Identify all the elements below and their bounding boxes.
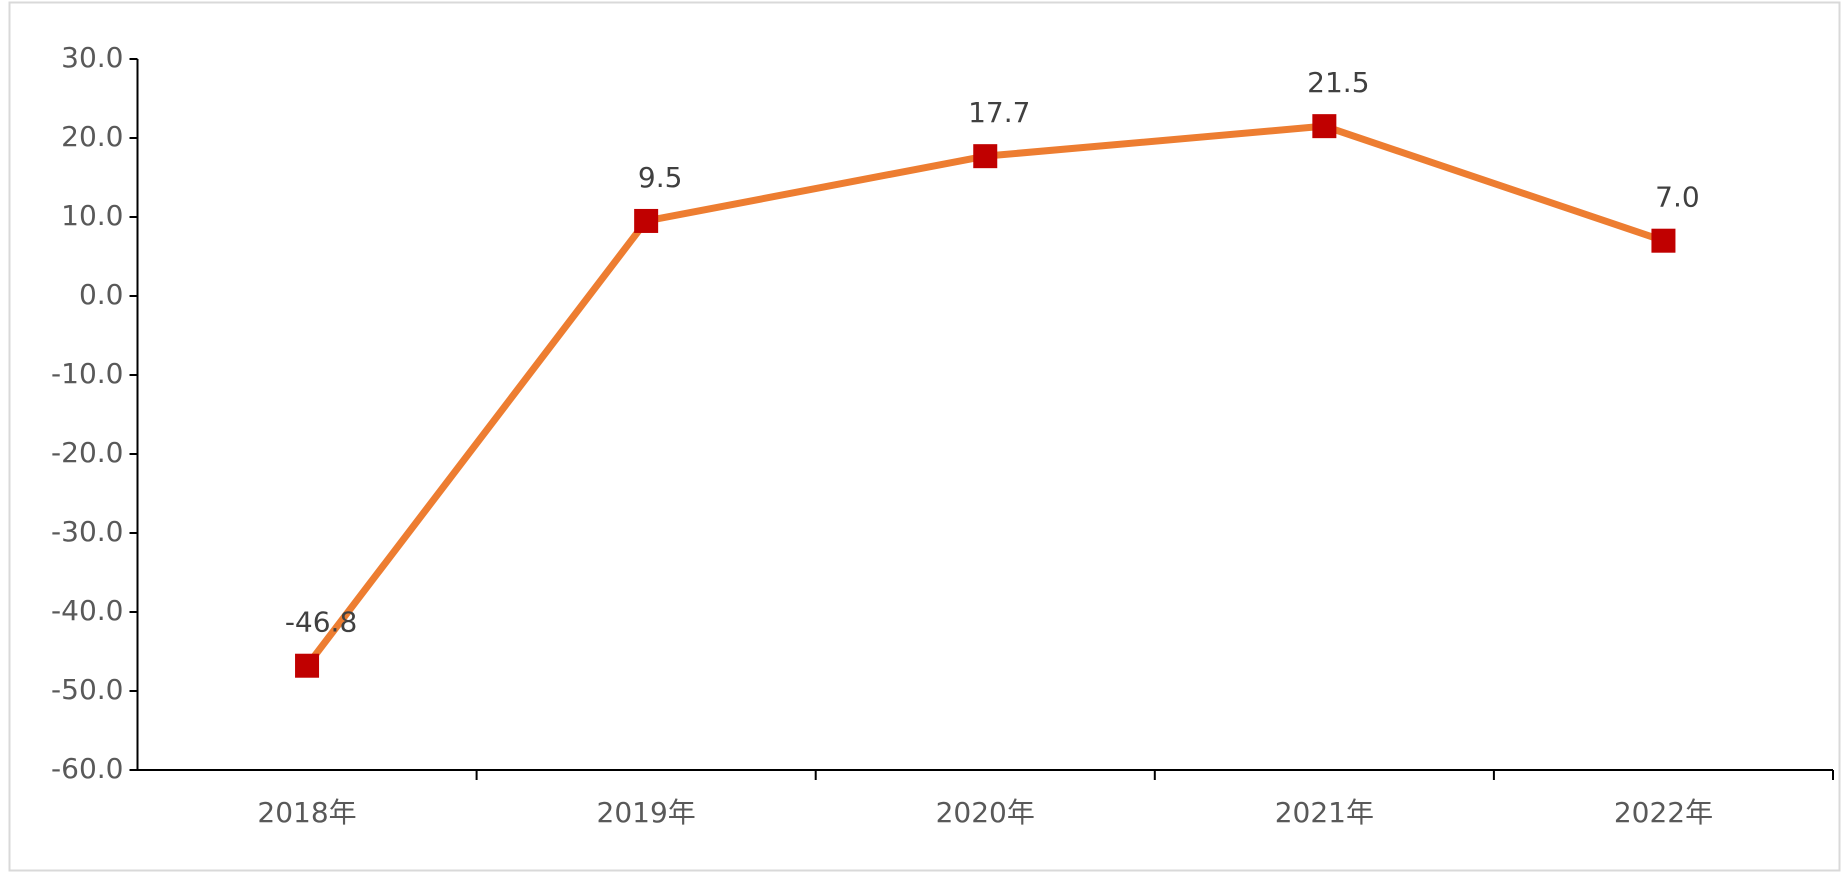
- y-tick-label: -60.0: [51, 752, 123, 785]
- y-tick-label: 30.0: [61, 41, 123, 74]
- y-tick-label: 10.0: [61, 199, 123, 232]
- y-tick-label: -40.0: [51, 594, 123, 627]
- chart-border: [8, 1, 1841, 872]
- marker: [634, 208, 659, 233]
- marker: [295, 653, 320, 678]
- y-tick-label: -20.0: [51, 436, 123, 469]
- data-label: -46.8: [285, 606, 357, 639]
- data-label: 21.5: [1307, 66, 1369, 99]
- data-label: 9.5: [638, 161, 683, 194]
- marker: [1312, 114, 1337, 139]
- x-tick-label: 2022年: [1614, 796, 1713, 829]
- marker: [1651, 228, 1676, 253]
- y-tick-label: 20.0: [61, 120, 123, 153]
- marker: [973, 144, 998, 169]
- y-tick-label: -50.0: [51, 673, 123, 706]
- y-tick-label: -30.0: [51, 515, 123, 548]
- x-tick-label: 2019年: [597, 796, 696, 829]
- data-label: 7.0: [1655, 181, 1700, 214]
- x-tick-label: 2021年: [1275, 796, 1374, 829]
- x-tick-label: 2020年: [936, 796, 1035, 829]
- data-label: 17.7: [968, 96, 1030, 129]
- x-tick-label: 2018年: [257, 796, 356, 829]
- y-tick-label: -10.0: [51, 357, 123, 390]
- y-tick-label: 0.0: [79, 278, 124, 311]
